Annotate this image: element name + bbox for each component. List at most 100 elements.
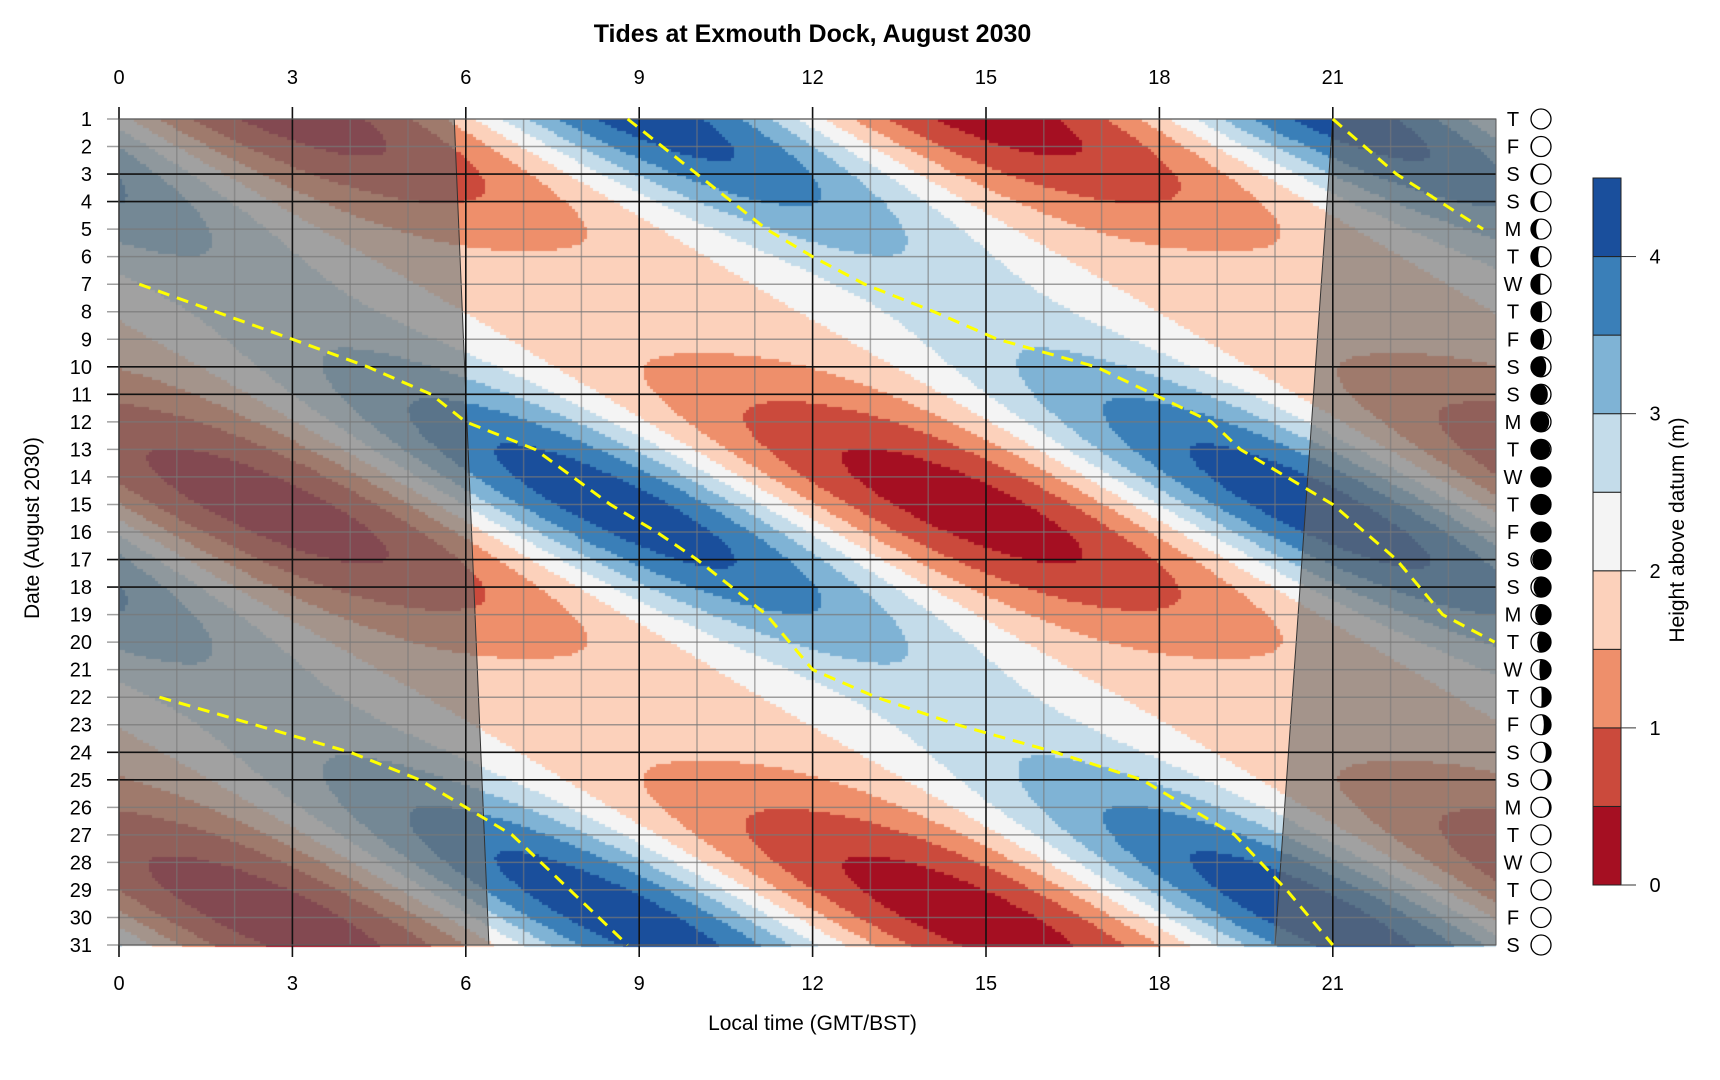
- weekday-label: S: [1506, 550, 1519, 572]
- weekday-label: W: [1504, 852, 1523, 874]
- dashed-line-1: [1331, 117, 1484, 231]
- moon-shadow: [1532, 549, 1551, 570]
- day-tick-label: 13: [70, 439, 92, 461]
- moon-phase-icon: [1530, 356, 1552, 378]
- moon-phase-icon: [1530, 851, 1552, 874]
- weekday-label: M: [1505, 605, 1522, 627]
- colorbar-label: Height above datum (m): [1666, 417, 1689, 643]
- day-tick-label: 28: [70, 852, 92, 874]
- moon-phase-icon: [1530, 493, 1552, 516]
- moon-phase-icon: [1530, 714, 1552, 736]
- weekday-label: F: [1507, 907, 1519, 929]
- plot-frame: [118, 118, 1497, 946]
- weekday-label: T: [1507, 439, 1519, 461]
- weekday-label: M: [1505, 412, 1522, 434]
- weekday-label: T: [1507, 825, 1519, 847]
- moon-phase-icon: [1530, 659, 1552, 681]
- day-tick-label: 29: [70, 880, 92, 902]
- moon-disc: [1530, 879, 1552, 901]
- weekday-label: M: [1505, 797, 1522, 819]
- top-x-tick-label: 12: [801, 67, 823, 89]
- moon-phase-icon: [1530, 135, 1552, 158]
- moon-shadow: [1531, 384, 1548, 405]
- day-tick-label: 20: [70, 632, 92, 654]
- moon-shadow: [1537, 632, 1551, 653]
- moon-phase-icon: [1530, 603, 1552, 626]
- moon-phase-icon: [1530, 631, 1552, 653]
- colorbar-tick-label: 2: [1649, 561, 1660, 583]
- moon-shadow: [1531, 356, 1547, 377]
- weekday-label: S: [1506, 384, 1519, 406]
- moon-shadow: [1533, 577, 1551, 598]
- weekday-label: S: [1506, 742, 1519, 764]
- day-tick-label: 14: [70, 467, 92, 489]
- moon-phase-icon: [1530, 411, 1552, 433]
- colorbar-swatch: [1592, 648, 1622, 729]
- weekday-label: T: [1507, 302, 1519, 324]
- day-tick-label: 2: [81, 137, 92, 159]
- moon-shadow: [1531, 164, 1541, 185]
- moon-phase-icon: [1530, 466, 1552, 488]
- weekday-label: S: [1506, 770, 1519, 792]
- moon-phase-icon: [1530, 796, 1552, 818]
- bottom-x-tick-label: 6: [460, 973, 471, 995]
- day-tick-label: 10: [70, 357, 92, 379]
- moon-phase-icon: [1530, 576, 1552, 598]
- top-x-tick-label: 18: [1148, 67, 1170, 89]
- moon-shadow: [1531, 329, 1545, 350]
- weekday-label: T: [1507, 494, 1519, 516]
- day-tick-label: 8: [81, 302, 92, 324]
- day-tick-label: 25: [70, 770, 92, 792]
- bottom-x-tick-label: 3: [287, 973, 298, 995]
- weekday-label: S: [1506, 935, 1519, 957]
- moon-phase-icon: [1530, 383, 1552, 405]
- day-tick-label: 24: [70, 742, 92, 764]
- dashed-line-0: [626, 117, 1496, 644]
- bottom-x-tick-label: 21: [1322, 973, 1344, 995]
- moon-phase-icon: [1530, 438, 1552, 461]
- moon-phase-icon: [1530, 218, 1552, 240]
- moon-shadow: [1541, 714, 1551, 735]
- x-axis-label: Local time (GMT/BST): [708, 1012, 917, 1035]
- colorbar-swatch: [1592, 256, 1622, 336]
- moon-shadow: [1531, 301, 1543, 322]
- moon-phase-icon: [1530, 934, 1552, 956]
- moon-shadow: [1541, 797, 1551, 818]
- bottom-x-tick-label: 0: [113, 973, 124, 995]
- top-x-tick-label: 0: [113, 67, 124, 89]
- day-tick-label: 19: [70, 605, 92, 627]
- weekday-label: S: [1506, 577, 1519, 599]
- day-tick-label: 23: [70, 715, 92, 737]
- moon-shadow: [1541, 687, 1551, 708]
- weekday-label: F: [1507, 715, 1519, 737]
- colorbar-swatch: [1592, 177, 1622, 258]
- moon-phase-icon: [1530, 824, 1552, 846]
- colorbar-tick-label: 0: [1649, 875, 1660, 897]
- moon-shadow: [1531, 274, 1541, 295]
- day-tick-label: 22: [70, 687, 92, 709]
- moon-shadow: [1531, 494, 1551, 515]
- moon-shadow: [1531, 411, 1550, 432]
- moon-phase-icon: [1530, 273, 1552, 295]
- weekday-label: W: [1504, 660, 1523, 682]
- day-tick-label: 27: [70, 825, 92, 847]
- weekday-label: F: [1507, 522, 1519, 544]
- bottom-x-tick-label: 12: [801, 973, 823, 995]
- colorbar-swatch: [1592, 727, 1622, 807]
- moon-shadow: [1541, 769, 1551, 790]
- top-x-tick-label: 15: [975, 67, 997, 89]
- bottom-x-tick-label: 9: [634, 973, 645, 995]
- top-x-tick-label: 3: [287, 67, 298, 89]
- weekday-label: T: [1507, 632, 1519, 654]
- moon-phase-icon: [1530, 879, 1552, 901]
- weekday-label: T: [1507, 880, 1519, 902]
- moon-phase-icon: [1530, 686, 1552, 708]
- day-tick-label: 26: [70, 797, 92, 819]
- day-tick-label: 5: [81, 219, 92, 241]
- colorbar-tick-label: 3: [1649, 404, 1660, 426]
- weekday-label: T: [1507, 687, 1519, 709]
- weekday-label: F: [1507, 329, 1519, 351]
- colorbar-swatch: [1592, 805, 1622, 886]
- moon-phase-icon: [1530, 163, 1552, 185]
